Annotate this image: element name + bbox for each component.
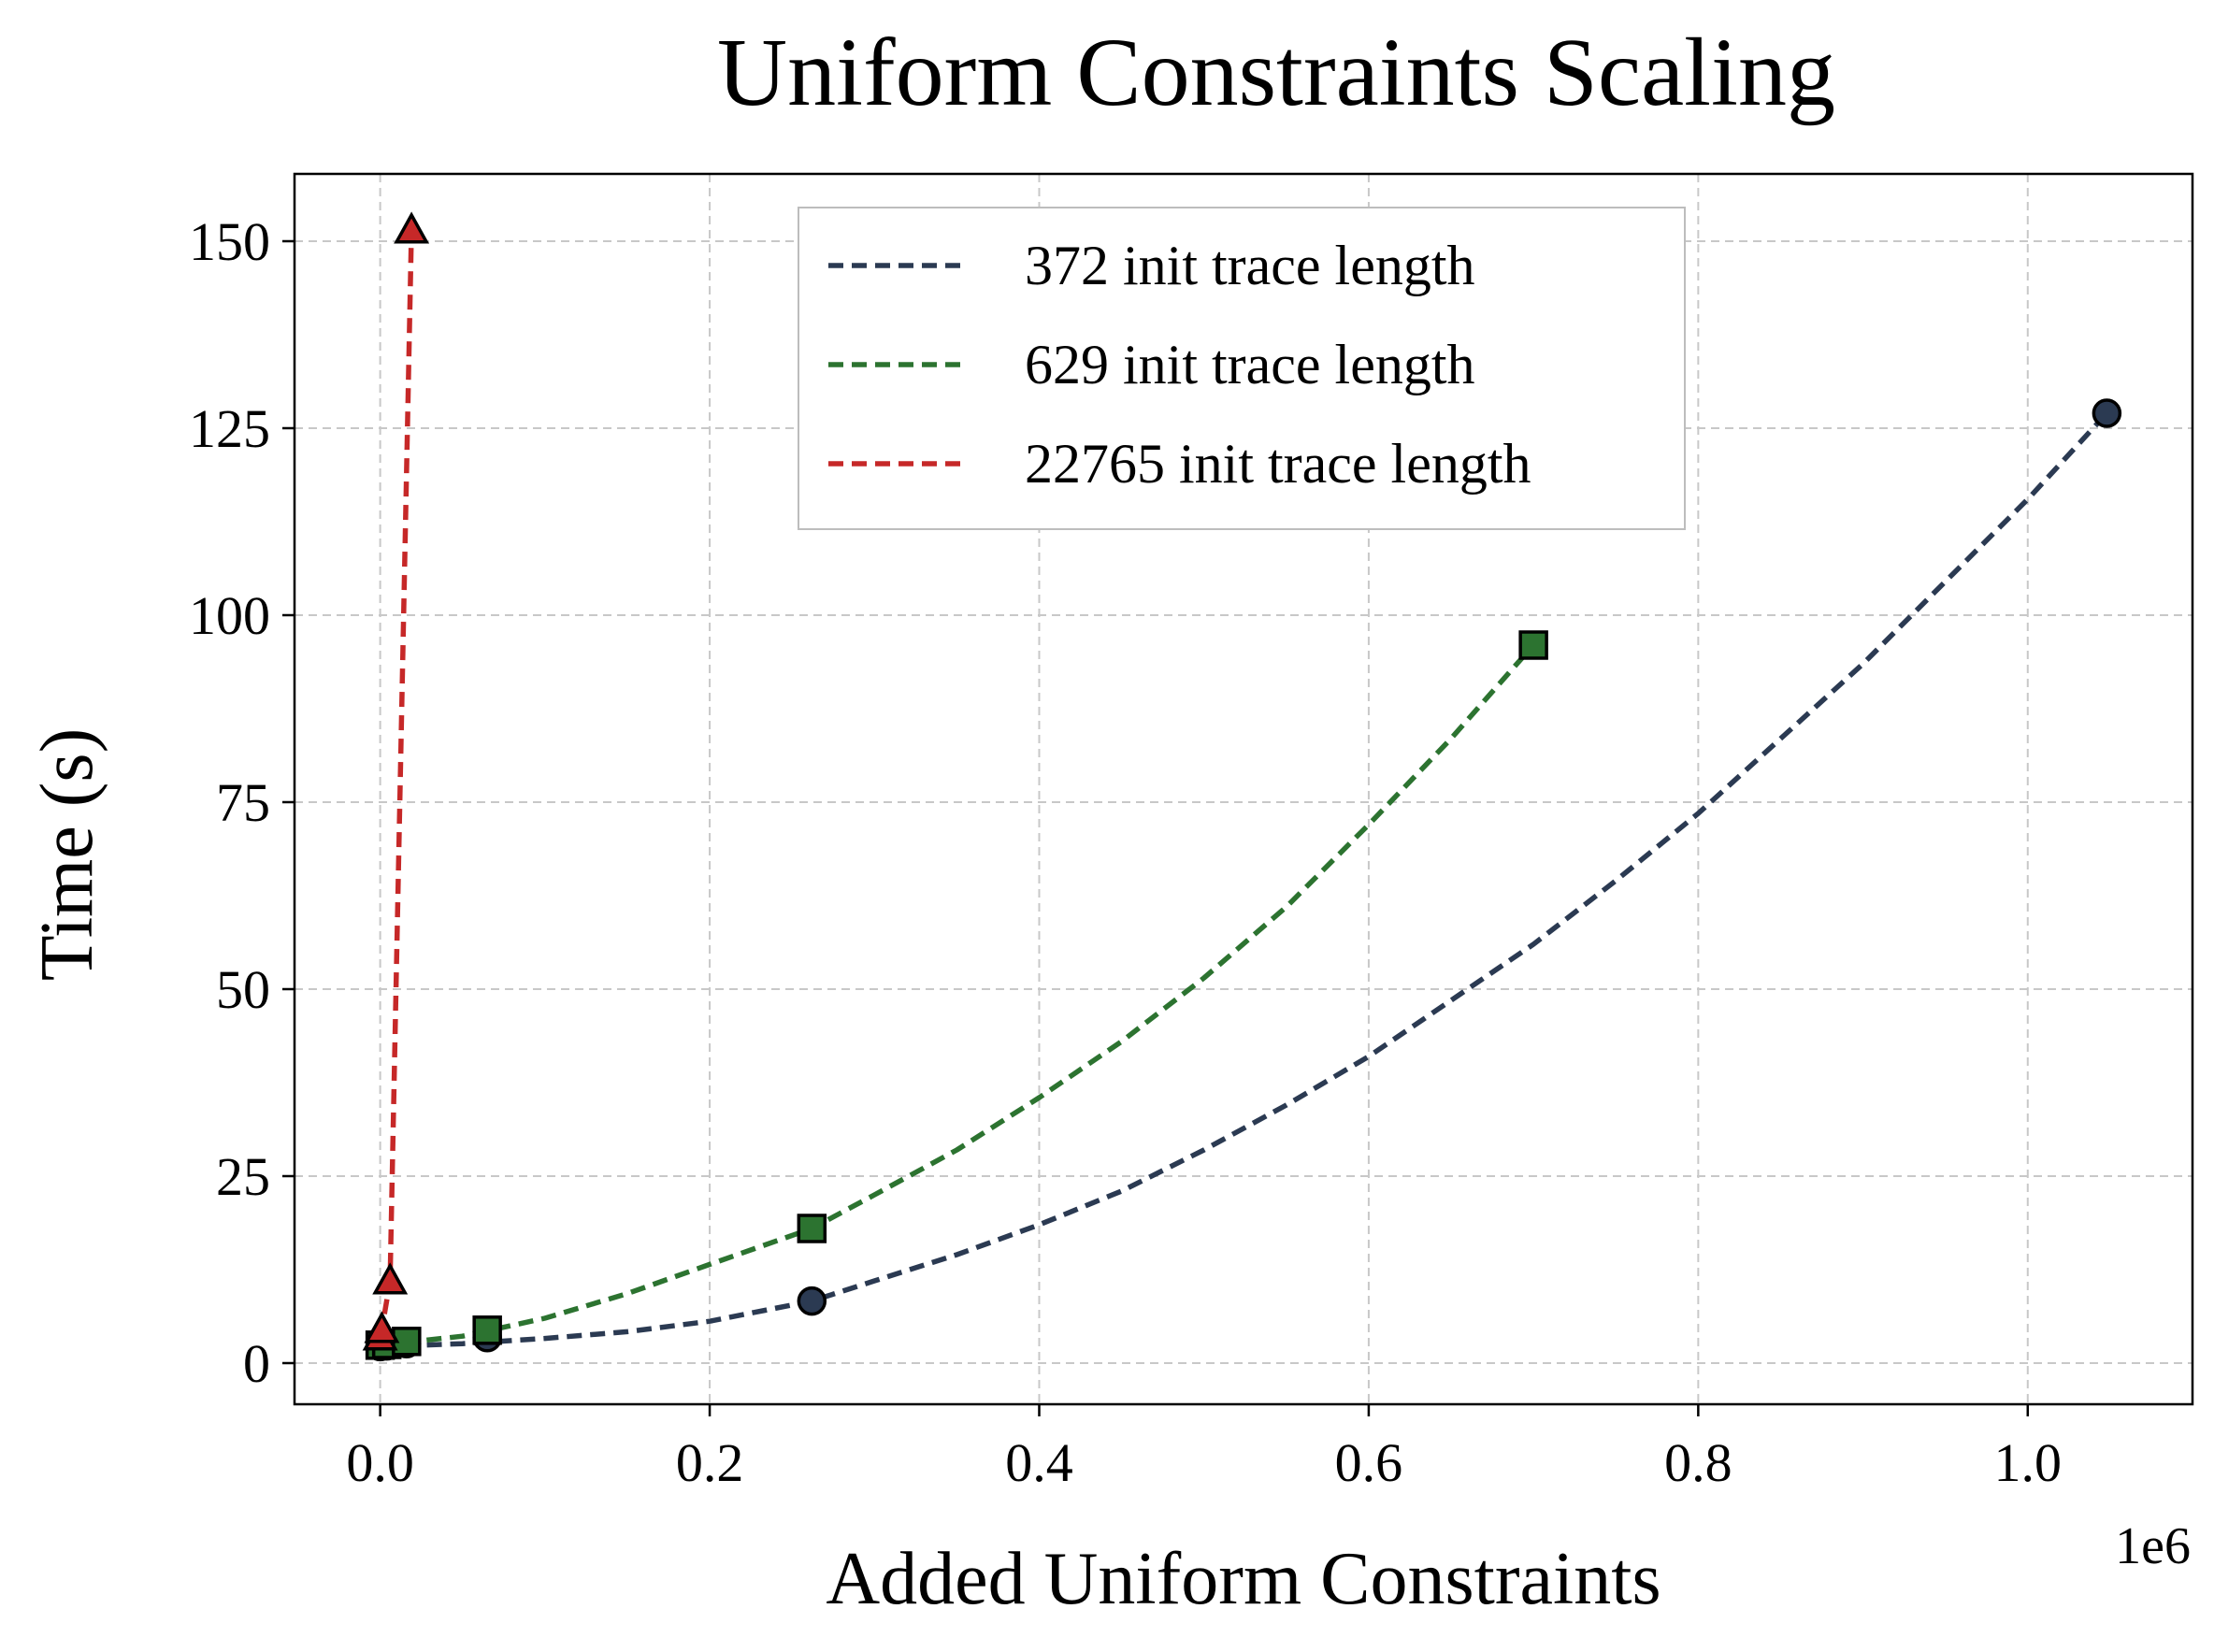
legend-label: 372 init trace length	[1025, 235, 1475, 296]
grid-lines	[295, 174, 2192, 1404]
series-markers	[362, 211, 2122, 1362]
legend-box	[798, 207, 1686, 530]
x-tick-label: 0.8	[1664, 1432, 1732, 1493]
x-tick-label: 1.0	[1994, 1432, 2063, 1493]
y-tick-label: 25	[216, 1146, 270, 1207]
plot-frame	[293, 172, 2194, 1406]
y-axis-label: Time (s)	[26, 728, 108, 981]
x-tick-label: 0.6	[1335, 1432, 1403, 1493]
y-tick-label: 150	[189, 211, 270, 272]
axis-ticks: 0.0 0.2 0.4 0.6 0.8 1.0 0 25 50 75 100 125 150	[189, 211, 2062, 1493]
y-tick-label: 125	[189, 398, 270, 459]
x-tick-label: 0.0	[346, 1432, 414, 1493]
legend: 372 init trace length 629 init trace leng…	[798, 207, 1686, 530]
series-line-1	[380, 411, 2109, 1350]
data-point-series-2	[472, 1315, 502, 1345]
data-point-series-3	[394, 211, 430, 244]
x-tick-label: 0.2	[676, 1432, 744, 1493]
y-tick-label: 50	[216, 959, 270, 1020]
series-line-2	[380, 643, 1536, 1348]
data-point-series-2	[797, 1214, 827, 1243]
y-tick-label: 0	[243, 1333, 270, 1394]
chart-title: Uniform Constraints Scaling	[717, 19, 1835, 126]
x-tick-label: 0.4	[1005, 1432, 1073, 1493]
data-point-series-2	[1518, 630, 1548, 660]
y-tick-label: 100	[189, 585, 270, 646]
x-axis-offset-label: 1e6	[2115, 1517, 2191, 1575]
y-tick-label: 75	[216, 772, 270, 833]
legend-label: 22765 init trace length	[1025, 433, 1531, 495]
data-point-series-3	[364, 1311, 400, 1343]
legend-label: 629 init trace length	[1025, 334, 1475, 395]
data-point-series-3	[372, 1262, 409, 1295]
x-axis-label: Added Uniform Constraints	[826, 1538, 1660, 1620]
data-point-series-1	[797, 1286, 827, 1316]
data-point-series-1	[2092, 398, 2122, 428]
